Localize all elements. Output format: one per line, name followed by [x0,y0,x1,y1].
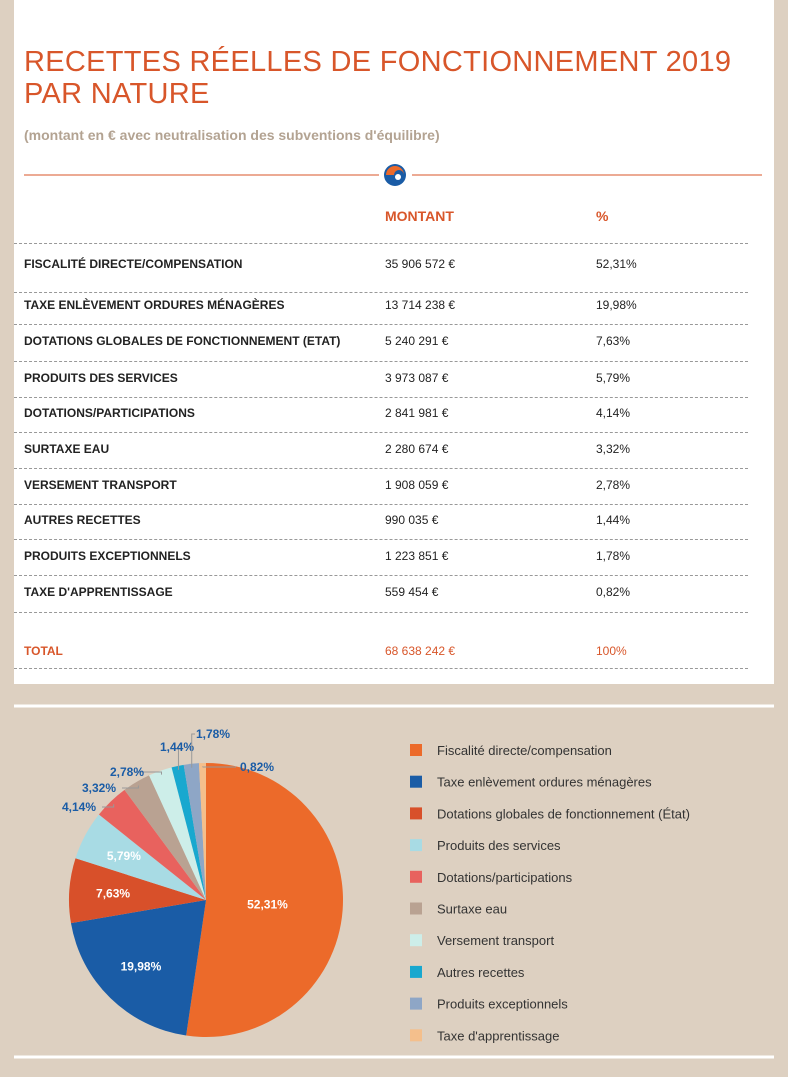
cell-value: 5,79% [596,371,631,385]
leader-line [102,804,115,808]
legend-label: Dotations globales de fonctionnement (Ét… [437,806,690,821]
slice-label: 1,78% [196,727,230,741]
legend-label: Taxe d'apprentissage [437,1028,559,1043]
cell-value: 13 714 238 € [385,298,456,312]
total-label: TOTAL [24,644,63,658]
slice-label: 0,82% [240,760,274,774]
legend-label: Versement transport [437,933,554,948]
pie-slice [171,764,206,900]
legend-label: Surtaxe eau [437,902,507,917]
pie-slice [70,900,206,1036]
separator [14,668,748,669]
total-value: 68 638 242 € [385,644,456,658]
slice-label: 7,63% [96,886,130,900]
cell-value: 1,44% [596,513,631,527]
cell-value: 990 035 € [385,513,439,527]
legend-label: Produits des services [437,838,561,853]
row-label: DOTATIONS GLOBALES DE FONCTIONNEMENT (ET… [24,334,341,348]
divider [24,164,762,186]
cell-value: 5 240 291 € [385,334,449,348]
row-label: SURTAXE EAU [24,442,110,456]
legend-swatch [410,775,422,788]
legend-swatch [410,839,422,852]
cell-value: 1,78% [596,549,631,563]
pie-slice [183,763,206,900]
row-label: TAXE ENLÈVEMENT ORDURES MÉNAGÈRES [24,298,285,312]
separator [14,503,748,505]
separator [14,291,748,293]
cell-value: 4,14% [596,406,631,420]
cell-value: 35 906 572 € [385,257,456,271]
cell-value: 2 280 674 € [385,442,449,456]
cell-value: 52,31% [596,257,637,271]
row-label: PRODUITS DES SERVICES [24,371,178,385]
pie-slice [124,775,206,900]
pie-slice [69,858,207,924]
separator [14,396,748,398]
pie-slice [75,814,207,900]
row-label: AUTRES RECETTES [24,513,141,527]
slice-label: 19,98% [121,960,162,974]
row-label: PRODUITS EXCEPTIONNELS [24,549,191,563]
slice-label: 1,44% [160,740,194,754]
pie-slice [198,763,206,900]
cell-value: 19,98% [596,298,637,312]
slice-label: 3,32% [82,781,116,795]
legend-label: Autres recettes [437,965,525,980]
pie-slice [98,789,206,900]
slice-label: 5,79% [107,849,141,863]
row-label: FISCALITÉ DIRECTE/COMPENSATION [24,257,243,271]
legend-label: Produits exceptionnels [437,997,568,1012]
cell-value: 7,63% [596,334,631,348]
column-header: % [596,208,609,224]
separator [14,243,748,244]
legend-swatch [410,870,422,883]
separator [14,360,748,362]
cell-value: 2 841 981 € [385,406,449,420]
leader-line [134,771,162,775]
cell-value: 1 223 851 € [385,549,449,563]
pie-slice [186,763,344,1037]
title: RECETTES RÉELLES DE FONCTIONNEMENT 2019 … [24,46,732,110]
separator [14,612,748,613]
legend-swatch [410,965,422,978]
pie-slice [149,767,206,900]
legend-swatch [410,997,422,1010]
legend-swatch [410,1029,422,1042]
row-label: DOTATIONS/PARTICIPATIONS [24,406,195,420]
separator [14,324,748,325]
cell-value: 2,78% [596,478,631,492]
separator [14,539,748,540]
column-header: MONTANT [385,208,454,224]
pie-chart: 52,31% 19,98% 7,63% 5,79% 4,14% 3,32% 2,78% 1,4… [14,704,774,1059]
leader-line [191,733,195,768]
leader-line [122,785,139,789]
legend-swatch [410,807,422,820]
slice-label: 2,78% [110,765,144,779]
slice-label: 52,31% [247,897,288,911]
cell-value: 559 454 € [385,585,439,599]
cell-value: 0,82% [596,585,631,599]
cell-value: 3,32% [596,442,631,456]
legend-label: Dotations/participations [437,870,573,885]
cell-value: 3 973 087 € [385,371,449,385]
total-value: 100% [596,644,627,658]
separator [14,575,748,576]
separator [14,468,748,469]
row-label: VERSEMENT TRANSPORT [24,478,177,492]
legend-swatch [410,934,422,947]
slice-label: 4,14% [62,800,96,814]
separator [14,432,748,433]
legend-swatch [410,902,422,915]
legend-label: Taxe enlèvement ordures ménagères [437,775,652,790]
cell-value: 1 908 059 € [385,478,449,492]
legend-label: Fiscalité directe/compensation [437,743,612,758]
legend-swatch [410,744,422,756]
table-panel: RECETTES RÉELLES DE FONCTIONNEMENT 2019 … [14,0,774,684]
row-label: TAXE D'APPRENTISSAGE [24,585,173,599]
subtitle: (montant en € avec neutralisation des su… [24,127,440,143]
